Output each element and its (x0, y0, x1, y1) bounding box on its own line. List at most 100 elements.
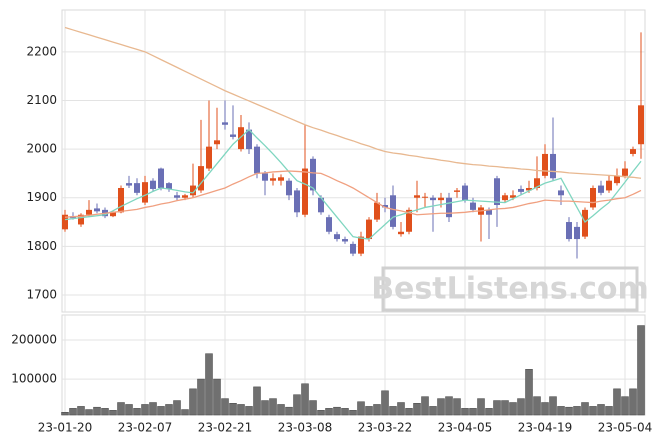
candle-body (542, 153, 548, 176)
volume-bar (453, 398, 461, 416)
volume-bar (397, 402, 405, 416)
y-tick-label: 1900 (26, 190, 57, 204)
volume-bar (605, 406, 613, 416)
volume-bar (141, 404, 149, 416)
volume-bar (125, 404, 133, 416)
volume-bar (237, 404, 245, 416)
candle-body (254, 146, 260, 174)
volume-bar (421, 396, 429, 416)
volume-bar (629, 388, 637, 416)
candle-body (278, 177, 284, 181)
candle-body (94, 208, 100, 212)
volume-bar (109, 410, 117, 416)
volume-bar (189, 388, 197, 416)
candle-body (470, 202, 476, 210)
candle-body (334, 234, 340, 240)
candle-body (62, 214, 68, 230)
volume-bar (373, 404, 381, 416)
volume-bar (77, 406, 85, 416)
volume-bar (229, 403, 237, 416)
moving-average-line (64, 128, 642, 240)
volume-bar (117, 402, 125, 416)
volume-bar (181, 409, 189, 416)
candle-body (286, 180, 292, 196)
candle-body (510, 195, 516, 198)
volume-bar (413, 403, 421, 416)
x-tick-label: 23-04-05 (438, 421, 492, 435)
candle-body (406, 209, 412, 232)
candle-body (582, 209, 588, 237)
volume-bar (365, 406, 373, 416)
volume-bar (213, 378, 221, 416)
volume-bar (93, 406, 101, 416)
candle-body (430, 197, 436, 201)
volume-bar (133, 408, 141, 416)
y-tick-label: 1800 (26, 239, 57, 253)
candle-body (550, 153, 556, 179)
candle-body (630, 149, 636, 154)
volume-bar (157, 406, 165, 416)
candle-body (390, 195, 396, 227)
x-tick-label: 23-03-22 (358, 421, 412, 435)
volume-bar (349, 410, 357, 416)
volume-bar (381, 390, 389, 416)
volume-bar (429, 406, 437, 416)
candle-body (158, 168, 164, 188)
watermark-box (381, 266, 639, 312)
volume-panel (61, 314, 646, 416)
y-tick-label: 200000 (11, 333, 57, 347)
candle-body (126, 183, 132, 186)
volume-bar (437, 398, 445, 416)
candle-body (222, 122, 228, 125)
volume-bar (69, 408, 77, 416)
candle-body (78, 214, 84, 225)
volume-bar (333, 406, 341, 416)
candle-body (574, 226, 580, 240)
candle-body (166, 183, 172, 189)
candle-body (310, 158, 316, 191)
volume-bar (285, 406, 293, 416)
y-tick-label: 2000 (26, 142, 57, 156)
candle-body (526, 187, 532, 191)
volume-bar (101, 408, 109, 416)
volume-bar (445, 396, 453, 416)
volume-bar (389, 406, 397, 416)
grid (62, 10, 645, 415)
volume-bar (85, 409, 93, 416)
candle-body (118, 187, 124, 213)
volume-bar (461, 408, 469, 416)
candle-body (422, 196, 428, 198)
volume-bar (573, 406, 581, 416)
candle-body (270, 178, 276, 181)
candle-body (614, 175, 620, 184)
volume-bar (485, 408, 493, 416)
candle-body (502, 195, 508, 201)
candle-body (518, 188, 524, 192)
y-tick-label: 2100 (26, 93, 57, 107)
volume-bar (501, 400, 509, 416)
candle-body (318, 197, 324, 213)
volume-bar (357, 401, 365, 416)
y-tick-label: 1700 (26, 287, 57, 301)
candle-body (238, 127, 244, 150)
x-tick-label: 23-05-04 (598, 421, 652, 435)
candle-body (246, 129, 252, 150)
volume-bar (613, 388, 621, 416)
volume-bar (173, 400, 181, 416)
volume-bar (325, 408, 333, 416)
volume-bar (493, 400, 501, 416)
volume-bar (277, 404, 285, 416)
volume-bar (549, 396, 557, 416)
y-tick-label: 2200 (26, 44, 57, 58)
volume-bar (261, 400, 269, 416)
volume-bar (293, 394, 301, 416)
candle-body (398, 231, 404, 235)
volume-bar (517, 398, 525, 416)
candle-body (558, 190, 564, 196)
candle-body (358, 236, 364, 254)
candle-body (134, 183, 140, 193)
moving-average-line (64, 26, 642, 179)
x-tick-label: 23-02-21 (198, 421, 252, 435)
x-tick-label: 23-01-20 (38, 421, 92, 435)
volume-bar (637, 325, 645, 416)
